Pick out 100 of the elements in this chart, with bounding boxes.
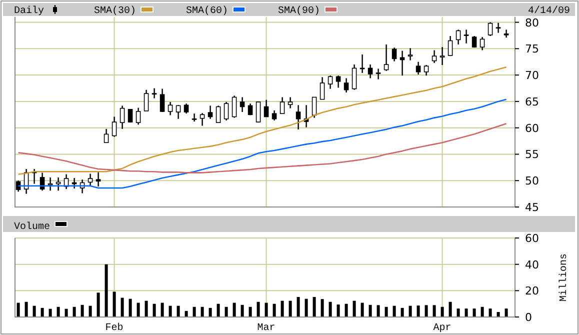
candlestick <box>432 50 437 64</box>
candlestick <box>280 96 285 114</box>
legend-label: Daily <box>14 5 44 17</box>
bar <box>488 308 492 317</box>
bar <box>352 300 356 317</box>
bar <box>360 302 364 317</box>
y-axis-title: Millions <box>558 253 570 302</box>
bar <box>408 306 412 317</box>
bar <box>384 306 388 317</box>
y-tick-label: 60 <box>525 232 539 245</box>
x-tick-label: Mar <box>257 323 276 334</box>
bar <box>248 306 252 317</box>
bar <box>192 306 196 317</box>
candlestick <box>392 47 397 62</box>
bar <box>88 306 92 317</box>
candlestick <box>448 35 453 57</box>
candlestick <box>352 64 357 90</box>
bar <box>392 306 396 317</box>
bar <box>336 304 340 317</box>
bar <box>72 306 76 317</box>
y-tick-label: 55 <box>525 148 539 162</box>
legend-label: SMA(60) <box>186 5 228 17</box>
candlestick <box>480 36 485 51</box>
candlestick <box>400 50 405 76</box>
bar <box>56 306 60 317</box>
candlestick <box>416 61 421 76</box>
bar <box>480 306 484 317</box>
bar <box>96 292 100 317</box>
candlestick <box>184 102 189 114</box>
bar <box>368 304 372 317</box>
candlestick <box>192 112 197 122</box>
y-tick-label: 0 <box>525 311 532 324</box>
candlestick <box>328 74 333 90</box>
bar <box>472 308 476 317</box>
bar <box>432 305 436 317</box>
bar <box>48 308 52 317</box>
bar <box>400 308 404 317</box>
candlestick <box>296 104 301 130</box>
candlestick <box>232 95 237 118</box>
bar <box>224 306 228 317</box>
y-tick-label: 40 <box>525 258 539 272</box>
bar <box>184 310 188 317</box>
y-tick-label: 65 <box>525 95 539 108</box>
legend-label: SMA(30) <box>94 5 136 17</box>
candlestick <box>200 112 205 126</box>
y-tick-label: 45 <box>525 201 539 214</box>
candlestick <box>96 172 101 188</box>
y-tick-label: 70 <box>525 69 539 82</box>
candlestick <box>224 101 229 122</box>
bar <box>496 312 500 317</box>
bar <box>448 302 452 317</box>
y-tick-label: 50 <box>525 174 539 188</box>
candlestick <box>456 29 461 46</box>
bar <box>344 304 348 317</box>
bar <box>160 302 164 317</box>
bar <box>296 296 300 317</box>
candlestick <box>336 74 341 88</box>
candlestick <box>216 105 221 124</box>
legend-label: Volume <box>14 221 50 233</box>
legend-label: SMA(90) <box>278 5 320 17</box>
candlestick <box>488 22 493 37</box>
candlestick <box>368 64 373 79</box>
bar <box>208 308 212 317</box>
bar <box>464 308 468 317</box>
bar <box>256 302 260 317</box>
candlestick <box>408 48 413 61</box>
candlestick <box>264 99 269 118</box>
bar <box>328 302 332 317</box>
bar <box>280 300 284 317</box>
bar <box>152 304 156 317</box>
candlestick <box>88 173 93 188</box>
bar <box>264 302 268 317</box>
candlestick <box>376 68 381 80</box>
bar <box>424 305 428 317</box>
candlestick <box>120 105 125 130</box>
candlestick <box>128 108 133 124</box>
bar <box>120 298 124 317</box>
bar <box>504 308 508 317</box>
candlestick <box>384 44 389 72</box>
bar <box>64 308 68 317</box>
candlestick <box>104 128 109 144</box>
bar <box>104 264 108 317</box>
bar <box>24 302 28 317</box>
candlestick <box>496 22 501 34</box>
bar <box>288 300 292 317</box>
candlestick <box>440 46 445 66</box>
bar <box>112 292 116 317</box>
text: 4/14/09 <box>528 5 570 17</box>
bar <box>176 306 180 317</box>
candlestick <box>272 110 277 122</box>
x-tick-label: Feb <box>105 322 124 334</box>
bar <box>416 306 420 317</box>
candlestick <box>208 105 213 120</box>
candlestick <box>288 96 293 109</box>
candlestick <box>144 89 149 112</box>
bar <box>240 304 244 317</box>
candlestick <box>176 104 181 120</box>
bar <box>456 308 460 317</box>
candlestick <box>168 101 173 116</box>
candlestick <box>240 96 245 113</box>
